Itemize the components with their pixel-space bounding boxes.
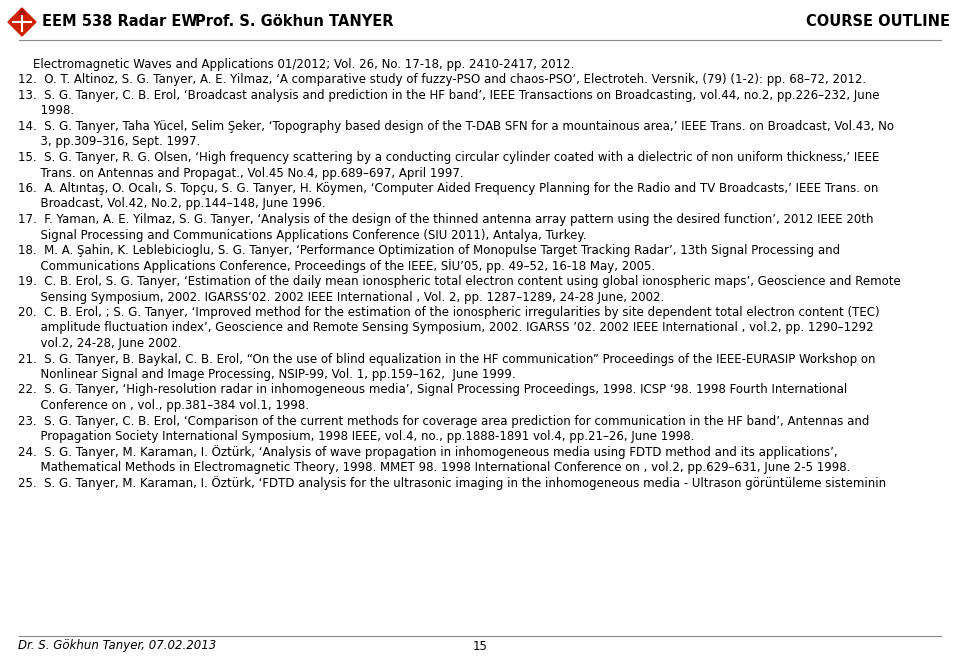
Text: 23.  S. G. Tanyer, C. B. Erol, ‘Comparison of the current methods for coverage a: 23. S. G. Tanyer, C. B. Erol, ‘Compariso… (18, 415, 870, 428)
Text: Signal Processing and Communications Applications Conference (SIU 2011), Antalya: Signal Processing and Communications App… (18, 228, 587, 242)
Text: COURSE OUTLINE: COURSE OUTLINE (806, 15, 950, 29)
Text: 22.  S. G. Tanyer, ‘High-resolution radar in inhomogeneous media’, Signal Proces: 22. S. G. Tanyer, ‘High-resolution radar… (18, 383, 848, 397)
Text: 13.  S. G. Tanyer, C. B. Erol, ‘Broadcast analysis and prediction in the HF band: 13. S. G. Tanyer, C. B. Erol, ‘Broadcast… (18, 89, 879, 102)
Text: 25.  S. G. Tanyer, M. Karaman, I. Öztürk, ‘FDTD analysis for the ultrasonic imag: 25. S. G. Tanyer, M. Karaman, I. Öztürk,… (18, 476, 886, 490)
Text: 19.  C. B. Erol, S. G. Tanyer, ‘Estimation of the daily mean ionospheric total e: 19. C. B. Erol, S. G. Tanyer, ‘Estimatio… (18, 275, 900, 288)
Text: EEM 538 Radar EW: EEM 538 Radar EW (42, 15, 198, 29)
Text: 17.  F. Yaman, A. E. Yilmaz, S. G. Tanyer, ‘Analysis of the design of the thinne: 17. F. Yaman, A. E. Yilmaz, S. G. Tanyer… (18, 213, 874, 226)
Text: 15: 15 (472, 639, 488, 653)
Text: Conference on , vol., pp.381–384 vol.1, 1998.: Conference on , vol., pp.381–384 vol.1, … (18, 399, 309, 412)
Text: Electromagnetic Waves and Applications 01/2012; Vol. 26, No. 17-18, pp. 2410-241: Electromagnetic Waves and Applications 0… (18, 58, 574, 71)
Polygon shape (8, 8, 36, 36)
Text: Mathematical Methods in Electromagnetic Theory, 1998. MMET 98. 1998 Internationa: Mathematical Methods in Electromagnetic … (18, 461, 851, 474)
Text: 20.  C. B. Erol, ; S. G. Tanyer, ‘Improved method for the estimation of the iono: 20. C. B. Erol, ; S. G. Tanyer, ‘Improve… (18, 306, 879, 319)
Text: 15.  S. G. Tanyer, R. G. Olsen, ‘High frequency scattering by a conducting circu: 15. S. G. Tanyer, R. G. Olsen, ‘High fre… (18, 151, 879, 164)
Text: Nonlinear Signal and Image Processing, NSIP-99, Vol. 1, pp.159–162,  June 1999.: Nonlinear Signal and Image Processing, N… (18, 368, 516, 381)
Text: 16.  A. Altıntaş, O. Ocalı, S. Topçu, S. G. Tanyer, H. Köymen, ‘Computer Aided F: 16. A. Altıntaş, O. Ocalı, S. Topçu, S. … (18, 182, 878, 195)
Text: 12.  O. T. Altinoz, S. G. Tanyer, A. E. Yilmaz, ‘A comparative study of fuzzy-PS: 12. O. T. Altinoz, S. G. Tanyer, A. E. Y… (18, 73, 866, 86)
Text: Communications Applications Conference, Proceedings of the IEEE, SİU’05, pp. 49–: Communications Applications Conference, … (18, 259, 655, 273)
Text: Prof. S. Gökhun TANYER: Prof. S. Gökhun TANYER (195, 15, 394, 29)
Text: Dr. S. Gökhun Tanyer, 07.02.2013: Dr. S. Gökhun Tanyer, 07.02.2013 (18, 639, 216, 653)
Text: 18.  M. A. Şahin, K. Leblebicioglu, S. G. Tanyer, ‘Performance Optimization of M: 18. M. A. Şahin, K. Leblebicioglu, S. G.… (18, 244, 840, 257)
Text: Broadcast, Vol.42, No.2, pp.144–148, June 1996.: Broadcast, Vol.42, No.2, pp.144–148, Jun… (18, 198, 325, 210)
Text: 24.  S. G. Tanyer, M. Karaman, I. Öztürk, ‘Analysis of wave propagation in inhom: 24. S. G. Tanyer, M. Karaman, I. Öztürk,… (18, 446, 838, 460)
Text: 3, pp.309–316, Sept. 1997.: 3, pp.309–316, Sept. 1997. (18, 136, 201, 148)
Text: Trans. on Antennas and Propagat., Vol.45 No.4, pp.689–697, April 1997.: Trans. on Antennas and Propagat., Vol.45… (18, 166, 464, 180)
Text: 21.  S. G. Tanyer, B. Baykal, C. B. Erol, “On the use of blind equalization in t: 21. S. G. Tanyer, B. Baykal, C. B. Erol,… (18, 353, 876, 365)
Text: vol.2, 24-28, June 2002.: vol.2, 24-28, June 2002. (18, 337, 181, 350)
Polygon shape (19, 9, 25, 14)
Text: amplitude fluctuation index’, Geoscience and Remote Sensing Symposium, 2002. IGA: amplitude fluctuation index’, Geoscience… (18, 321, 874, 335)
Text: 14.  S. G. Tanyer, Taha Yücel, Selim Şeker, ‘Topography based design of the T-DA: 14. S. G. Tanyer, Taha Yücel, Selim Şeke… (18, 120, 894, 133)
Text: Sensing Symposium, 2002. IGARSS’02. 2002 IEEE International , Vol. 2, pp. 1287–1: Sensing Symposium, 2002. IGARSS’02. 2002… (18, 291, 664, 303)
Text: 1998.: 1998. (18, 104, 74, 118)
Text: Propagation Society International Symposium, 1998 IEEE, vol.4, no., pp.1888-1891: Propagation Society International Sympos… (18, 430, 694, 443)
